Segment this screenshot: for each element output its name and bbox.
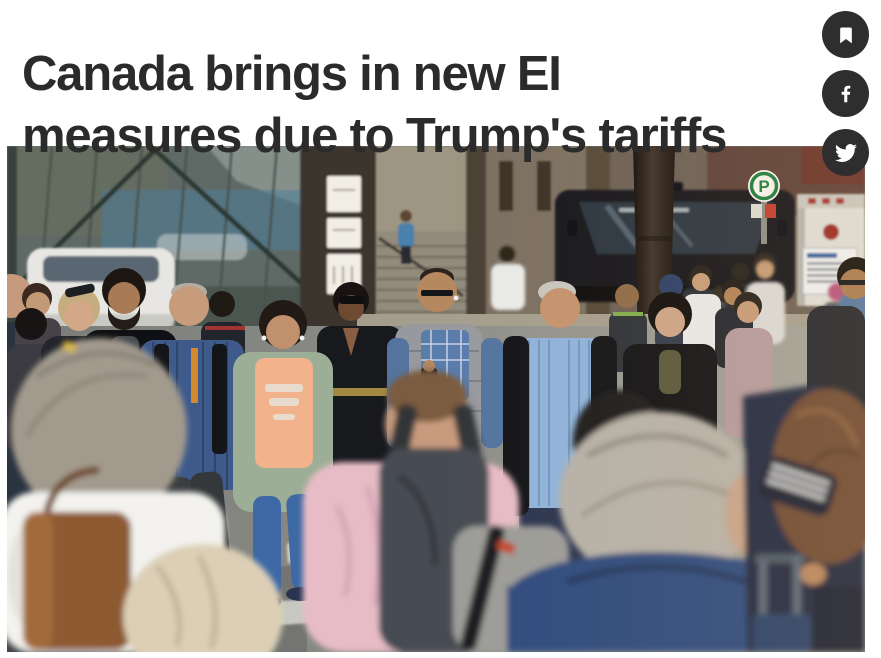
bookmark-icon — [839, 27, 852, 43]
share-buttons — [822, 11, 869, 176]
facebook-icon — [841, 85, 850, 102]
pedestrian-braids-woman — [317, 282, 403, 466]
entrance-sign-panel — [327, 218, 361, 248]
article-photo-illustration: P — [7, 146, 865, 652]
twitter-icon — [834, 143, 857, 162]
pedestrian-on-stairs — [398, 210, 414, 264]
headline-line-2: measures due to Trump's tariffs — [22, 108, 727, 163]
article-photo: P — [7, 146, 865, 652]
bookmark-button[interactable] — [822, 11, 869, 58]
facebook-button[interactable] — [822, 70, 869, 117]
sunlight-overlay — [437, 146, 865, 652]
pedestrian-peach-shirt-woman — [233, 300, 333, 609]
twitter-button[interactable] — [822, 129, 869, 176]
article-headline: Canada brings in new EI measures due to … — [22, 43, 852, 167]
foreground-gray-haired-woman — [7, 338, 283, 652]
headline-line-1: Canada brings in new EI — [22, 46, 562, 101]
entrance-sign-panel — [327, 176, 361, 212]
